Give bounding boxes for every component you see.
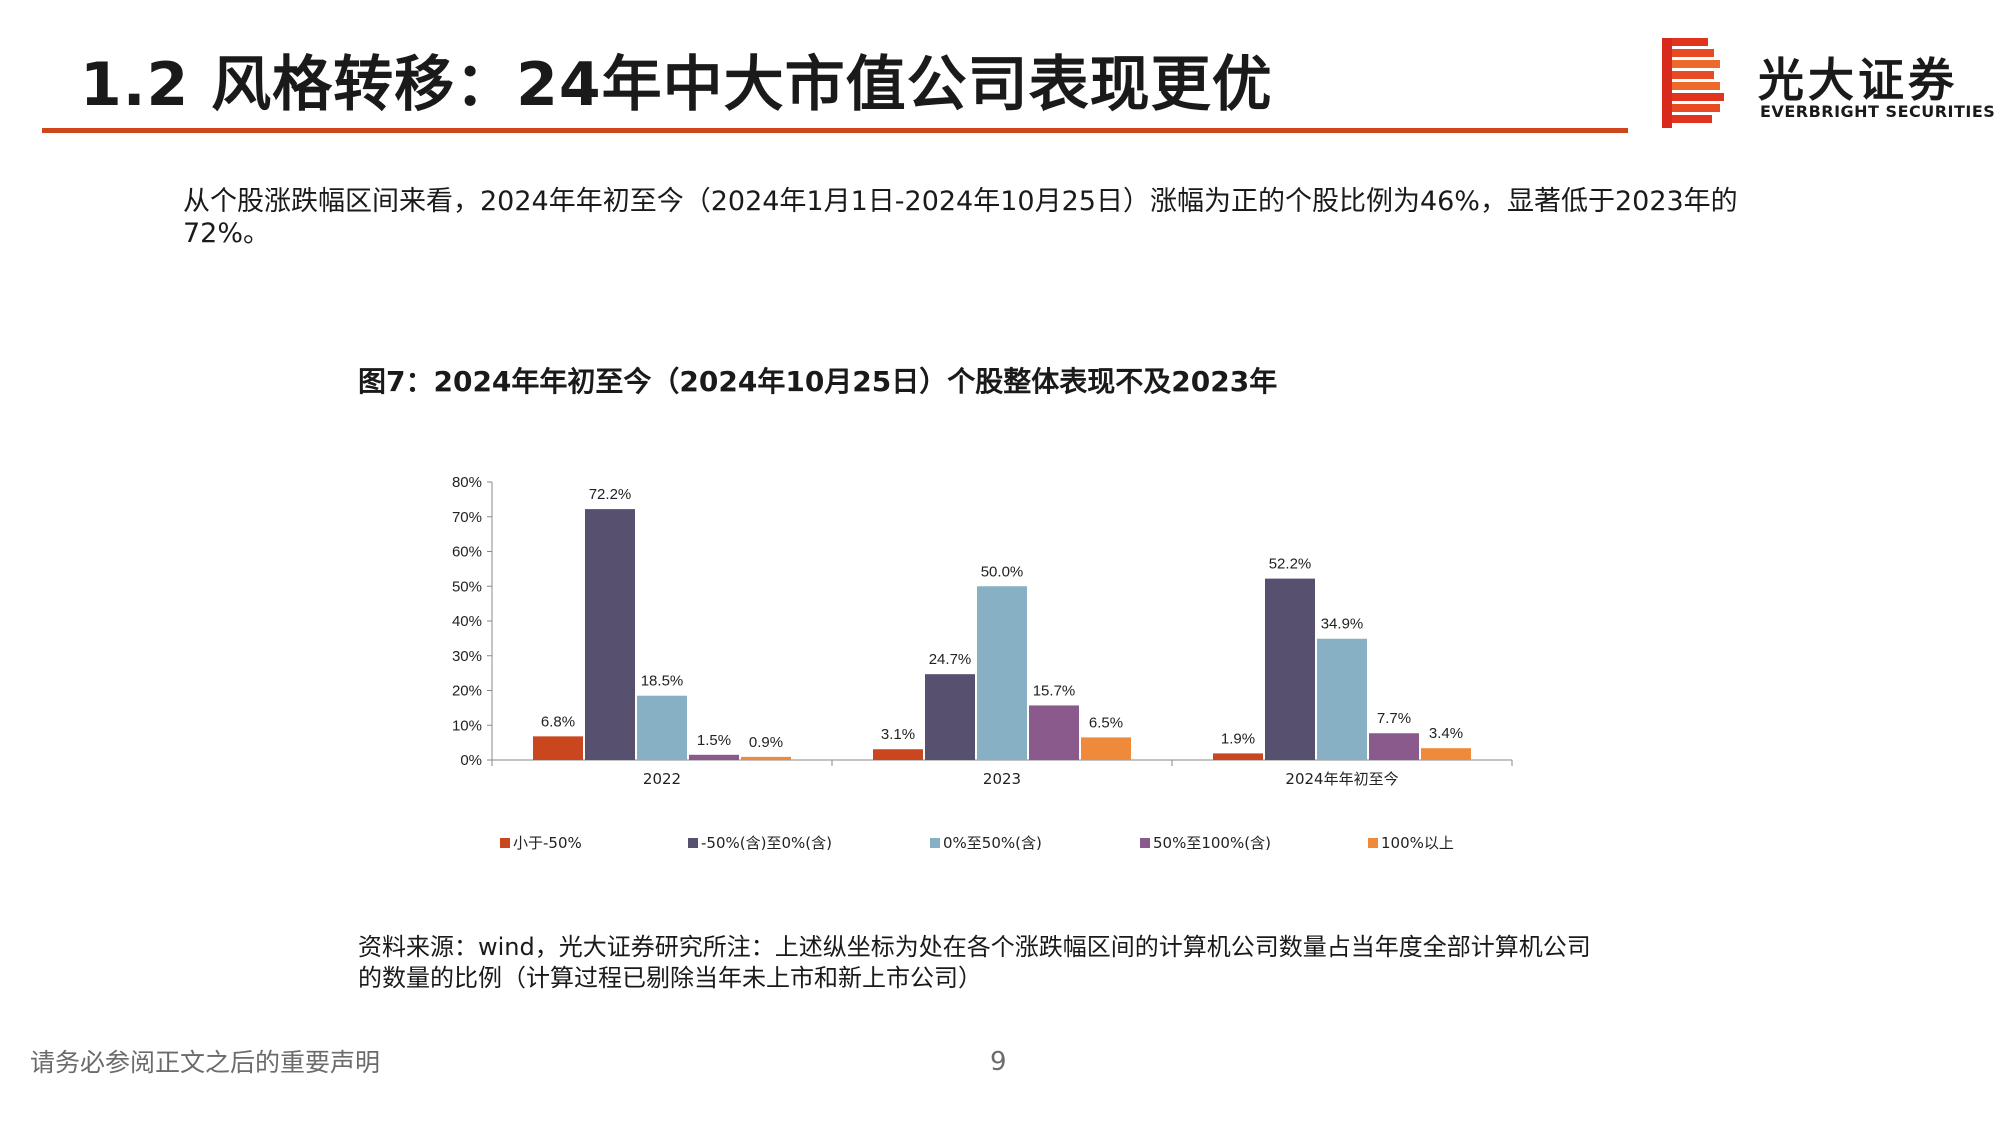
bar: [1421, 748, 1471, 760]
title-divider: [42, 128, 1628, 133]
data-label: 1.5%: [697, 732, 731, 749]
page-number: 9: [990, 1047, 1007, 1077]
data-label: 18.5%: [641, 673, 684, 690]
bar: [925, 674, 975, 760]
bar: [533, 736, 583, 760]
figure-title: 图7：2024年年初至今（2024年10月25日）个股整体表现不及2023年: [358, 365, 1278, 398]
y-tick-label: 60%: [452, 544, 482, 561]
y-tick-label: 0%: [460, 752, 482, 769]
legend-label: -50%(含)至0%(含): [701, 834, 832, 852]
bar: [1213, 753, 1263, 760]
data-label: 3.4%: [1429, 725, 1463, 742]
legend-swatch: [1140, 838, 1150, 848]
logo-english-name: EVERBRIGHT SECURITIES: [1760, 102, 1996, 121]
data-label: 6.5%: [1089, 714, 1123, 731]
company-logo: 光大证券 EVERBRIGHT SECURITIES: [1662, 38, 1995, 130]
x-category-label: 2022: [643, 770, 681, 788]
intro-paragraph: 从个股涨跌幅区间来看，2024年年初至今（2024年1月1日-2024年10月2…: [183, 186, 1738, 249]
y-tick-label: 50%: [452, 578, 482, 595]
data-label: 7.7%: [1377, 710, 1411, 727]
y-tick-label: 40%: [452, 613, 482, 630]
y-tick-label: 80%: [452, 474, 482, 491]
legend-swatch: [500, 838, 510, 848]
data-label: 50.0%: [981, 563, 1024, 580]
bar: [637, 695, 687, 760]
bar: [873, 749, 923, 760]
y-tick-label: 20%: [452, 683, 482, 700]
bar: [585, 509, 635, 760]
x-category-label: 2024年年初至今: [1285, 770, 1398, 788]
data-label: 24.7%: [929, 651, 972, 668]
page-title: 1.2 风格转移：24年中大市值公司表现更优: [80, 50, 1273, 120]
y-tick-label: 30%: [452, 648, 482, 665]
bar: [1265, 578, 1315, 760]
x-category-label: 2023: [983, 770, 1021, 788]
bar: [977, 586, 1027, 760]
legend-label: 50%至100%(含): [1153, 834, 1271, 852]
logo-chinese-name: 光大证券: [1758, 53, 1958, 107]
legend-swatch: [1368, 838, 1378, 848]
data-label: 6.8%: [541, 713, 575, 730]
data-label: 3.1%: [881, 726, 915, 743]
legend-swatch: [930, 838, 940, 848]
data-label: 0.9%: [749, 734, 783, 751]
legend-label: 0%至50%(含): [943, 834, 1042, 852]
data-label: 1.9%: [1221, 730, 1255, 747]
data-label: 52.2%: [1269, 556, 1312, 573]
bar: [1369, 733, 1419, 760]
data-label: 15.7%: [1033, 682, 1076, 699]
footer-disclaimer: 请务必参阅正文之后的重要声明: [30, 1048, 381, 1077]
bar-chart: 0% 10% 20% 30% 40% 50% 60% 70% 80% 6.8% 72.2% 18.5%…: [452, 474, 1513, 852]
bar: [1029, 705, 1079, 760]
source-note: 资料来源：wind，光大证券研究所注：上述纵坐标为处在各个涨跌幅区间的计算机公司…: [358, 933, 1591, 992]
bar: [1081, 737, 1131, 760]
legend-label: 小于-50%: [513, 834, 582, 852]
bar: [1317, 638, 1367, 760]
legend-label: 100%以上: [1381, 834, 1454, 852]
bar: [689, 754, 739, 760]
everbright-logo-icon: [1662, 38, 1724, 128]
y-tick-label: 10%: [452, 717, 482, 734]
y-tick-label: 70%: [452, 509, 482, 526]
legend-swatch: [688, 838, 698, 848]
data-label: 34.9%: [1321, 616, 1364, 633]
bar: [741, 756, 791, 760]
data-label: 72.2%: [589, 486, 632, 503]
